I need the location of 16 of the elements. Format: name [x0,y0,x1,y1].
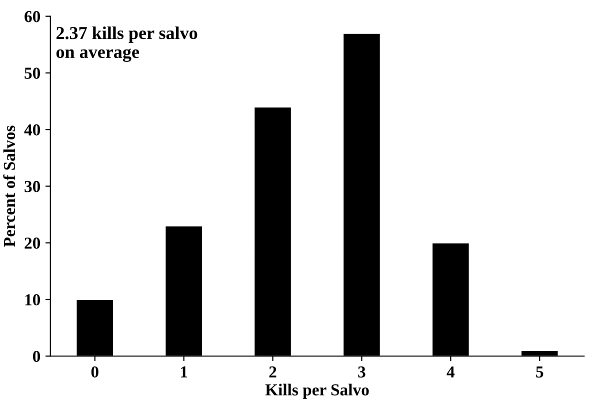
x-tick-label: 4 [446,366,455,378]
y-tick-label: 50 [24,68,40,79]
y-tick-label: 0 [32,350,40,362]
y-tick-label: 30 [24,180,40,192]
y-tick-label: 60 [24,10,40,22]
y-tick-label: 10 [25,294,40,306]
y-axis-title: Percent of Salvos [3,126,16,247]
x-axis-title: Kills per Salvo [265,384,369,399]
x-tick-label: 1 [181,366,188,378]
y-tick-label: 40 [24,124,40,136]
x-tick-label: 5 [536,366,544,378]
x-tick-label: 3 [358,366,366,378]
x-tick-label: 0 [91,366,98,378]
x-tick-label: 2 [269,366,276,378]
annotation: 2.37 kills per salvo on average [56,26,198,62]
y-tick-label: 20 [24,238,40,249]
